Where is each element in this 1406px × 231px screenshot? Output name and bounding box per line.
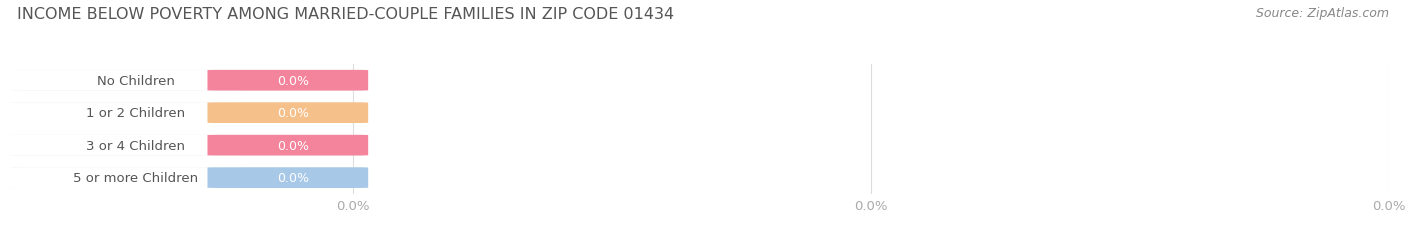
Text: 0.0%: 0.0% — [277, 107, 309, 120]
FancyBboxPatch shape — [10, 167, 240, 188]
Text: 0.0%: 0.0% — [277, 139, 309, 152]
Text: 5 or more Children: 5 or more Children — [73, 171, 198, 184]
FancyBboxPatch shape — [10, 135, 364, 156]
FancyBboxPatch shape — [10, 70, 364, 91]
Text: Source: ZipAtlas.com: Source: ZipAtlas.com — [1256, 7, 1389, 20]
Text: 1 or 2 Children: 1 or 2 Children — [86, 107, 186, 120]
Text: No Children: No Children — [97, 74, 174, 87]
Text: 0.0%: 0.0% — [277, 171, 309, 184]
FancyBboxPatch shape — [208, 70, 368, 91]
FancyBboxPatch shape — [208, 103, 368, 124]
FancyBboxPatch shape — [10, 167, 364, 188]
Text: 0.0%: 0.0% — [277, 74, 309, 87]
FancyBboxPatch shape — [10, 103, 364, 124]
FancyBboxPatch shape — [10, 103, 240, 124]
FancyBboxPatch shape — [10, 135, 240, 156]
Text: INCOME BELOW POVERTY AMONG MARRIED-COUPLE FAMILIES IN ZIP CODE 01434: INCOME BELOW POVERTY AMONG MARRIED-COUPL… — [17, 7, 673, 22]
FancyBboxPatch shape — [10, 70, 240, 91]
FancyBboxPatch shape — [208, 135, 368, 156]
FancyBboxPatch shape — [208, 167, 368, 188]
Text: 3 or 4 Children: 3 or 4 Children — [86, 139, 186, 152]
